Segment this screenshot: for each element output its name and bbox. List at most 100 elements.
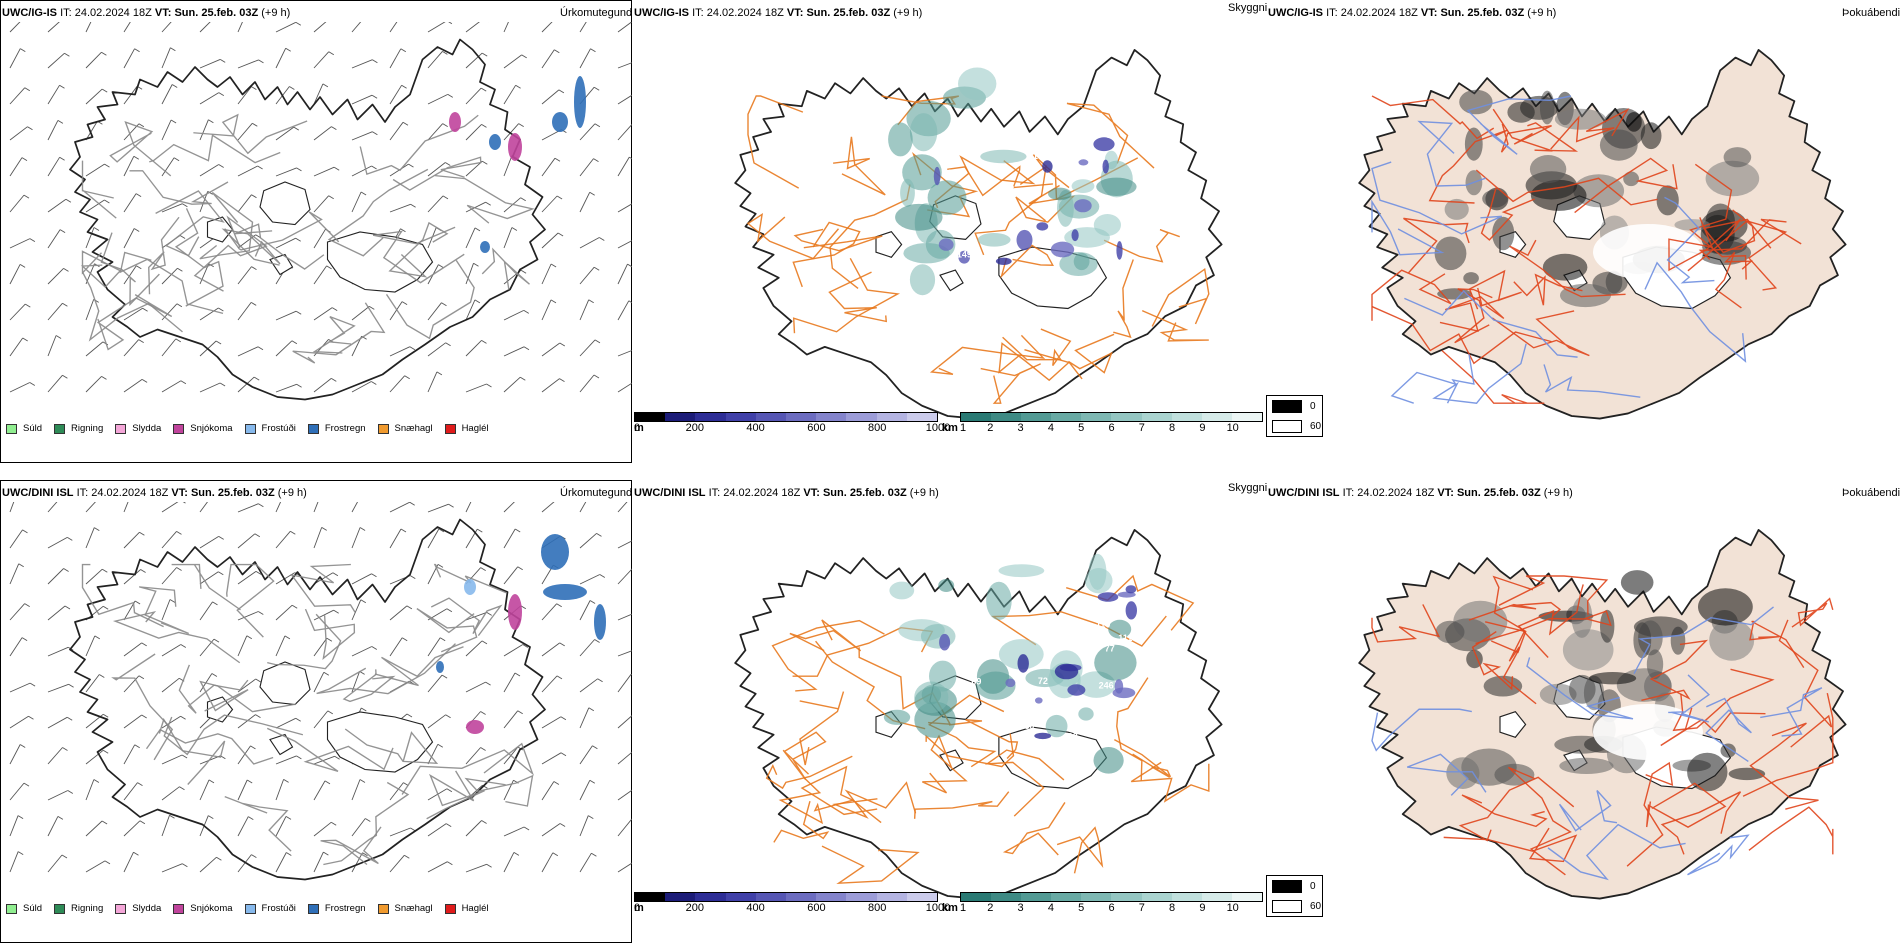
init-time: 24.02.2024 18Z [91, 487, 169, 499]
colorbar-tick-label: 6 [1108, 902, 1115, 914]
legend-swatch [115, 903, 127, 914]
legend-label: Snæhagl [394, 423, 433, 434]
colorbar-tick-label: 3 [1017, 902, 1024, 914]
valid-time: Sun. 25.feb. 03Z [174, 7, 259, 19]
init-time: 24.02.2024 18Z [723, 487, 801, 499]
fog-legend-row: 0 [1267, 876, 1322, 896]
fog-legend-swatch [1272, 419, 1302, 433]
iceland-outline [69, 38, 546, 401]
colorbar-tick-label: 10 [1226, 902, 1239, 914]
colorbar-swatch [1111, 413, 1142, 421]
init-time: 24.02.2024 18Z [706, 7, 784, 19]
legend-swatch [444, 903, 456, 914]
fog-panel-header: UWC/DINI ISL IT: 24.02.2024 18Z VT: Sun.… [1268, 487, 1573, 499]
ceiling-unit: m [634, 902, 644, 914]
lead-time: (+9 h) [909, 487, 939, 499]
init-time-label: IT: [692, 7, 704, 19]
init-time-label: IT: [76, 487, 89, 499]
init-time: 24.02.2024 18Z [74, 7, 152, 19]
legend-label: Frostregn [324, 423, 366, 434]
ceiling-colorbar: 0 200 400 600 800 1000 m [634, 892, 950, 914]
ceiling-panel-header: UWC/IG-IS IT: 24.02.2024 18Z VT: Sun. 25… [634, 7, 922, 19]
colorbar-tick-label: 1 [960, 422, 967, 434]
colorbar-tick-label: 1000 [925, 422, 951, 434]
fog-legend: 0 60 [1266, 875, 1323, 917]
fog-legend-row: 60 [1267, 896, 1322, 916]
precip-type-title: Úrkomutegund [560, 7, 633, 19]
valid-time-label: VT: [171, 487, 188, 499]
init-time-label: IT: [1326, 7, 1338, 19]
visibility-colorbar-swatches [960, 892, 1263, 902]
ceiling-value-label: 67 [1106, 130, 1116, 140]
legend-label: Snjókoma [190, 903, 233, 914]
valid-time: Sun. 25.feb. 03Z [822, 487, 907, 499]
colorbar-tick-label: 9 [1199, 902, 1206, 914]
colorbar-tick-label: 10 [1226, 422, 1239, 434]
colorbar-tick-label: 1000 [925, 902, 951, 914]
legend-item: Snjókoma [173, 903, 233, 914]
legend-item: Rigning [54, 903, 103, 914]
colorbar-swatch [695, 893, 726, 901]
ceiling-colorbar-ticks: 0 200 400 600 800 1000 [634, 902, 950, 914]
colorbar-tick-label: 4 [1047, 902, 1054, 914]
fog-map [1358, 529, 1847, 900]
colorbar-tick-label: 4 [1047, 422, 1054, 434]
colorbar-tick-label: 400 [746, 902, 765, 914]
legend-swatch [173, 903, 185, 914]
legend-item: Frostregn [307, 423, 366, 434]
ceiling-colorbar-swatches [634, 412, 938, 422]
init-time-label: IT: [708, 487, 721, 499]
precip-type-legend: Súld Rigning Slydda Snjókoma Frostúði Frostre… [6, 903, 501, 914]
legend-swatch [54, 903, 66, 914]
fog-title: Þokuábendi [1842, 7, 1900, 19]
precip-type-map [9, 22, 632, 401]
colorbar-tick-label: 9 [1199, 422, 1206, 434]
legend-label: Snjókoma [190, 423, 233, 434]
valid-time-label: VT: [154, 7, 172, 19]
precip-type-map [9, 502, 632, 881]
fog-legend-label: 0 [1310, 400, 1316, 412]
fog-legend-row: 60 [1267, 416, 1322, 436]
fog-legend-label: 60 [1310, 900, 1322, 912]
valid-time-label: VT: [1437, 487, 1454, 499]
precip-type-cells [436, 534, 606, 734]
legend-swatch [377, 423, 389, 434]
colorbar-swatch [961, 413, 992, 421]
colorbar-swatch [816, 893, 847, 901]
colorbar-swatch [1051, 413, 1082, 421]
fog-legend-label: 0 [1310, 880, 1316, 892]
colorbar-swatch [725, 413, 756, 421]
ceiling-value-label: 111 [1118, 633, 1132, 643]
legend-label: Slydda [132, 903, 162, 914]
legend-item: Snæhagl [377, 423, 433, 434]
fog-legend-row: 0 [1267, 396, 1322, 416]
legend-label: Slydda [132, 423, 162, 434]
ceiling-shading [933, 137, 1123, 265]
legend-label: Frostúði [261, 903, 296, 914]
iceland-outline [69, 518, 546, 881]
model-name: UWC/DINI ISL [1268, 487, 1340, 499]
colorbar-tick-label: 2 [987, 902, 994, 914]
colorbar-swatch [846, 893, 877, 901]
fog-legend-swatch [1272, 399, 1302, 413]
legend-item: Snæhagl [377, 903, 433, 914]
colorbar-swatch [755, 893, 787, 901]
colorbar-tick-label: 5 [1078, 422, 1085, 434]
colorbar-swatch [1141, 893, 1172, 901]
colorbar-swatch [635, 413, 666, 421]
legend-label: Frostúði [261, 423, 296, 434]
legend-swatch [307, 903, 319, 914]
ceiling-value-label: 185 [1052, 144, 1067, 154]
visibility-colorbar: 1 2 3 4 5 6 7 8 9 10 km [942, 412, 1263, 434]
precip-type-cells [449, 76, 586, 253]
colorbar-swatch [1051, 893, 1082, 901]
colorbar-tick-label: 400 [746, 422, 765, 434]
ceiling-value-label: 92 [1068, 732, 1078, 742]
fog-legend-swatch [1272, 899, 1302, 913]
colorbar-swatch [786, 413, 817, 421]
legend-item: Frostúði [244, 903, 296, 914]
colorbar-swatch [725, 893, 756, 901]
colorbar-swatch [1171, 893, 1202, 901]
colorbar-swatch [1201, 413, 1232, 421]
ceiling-value-label: 50 [1024, 721, 1034, 731]
